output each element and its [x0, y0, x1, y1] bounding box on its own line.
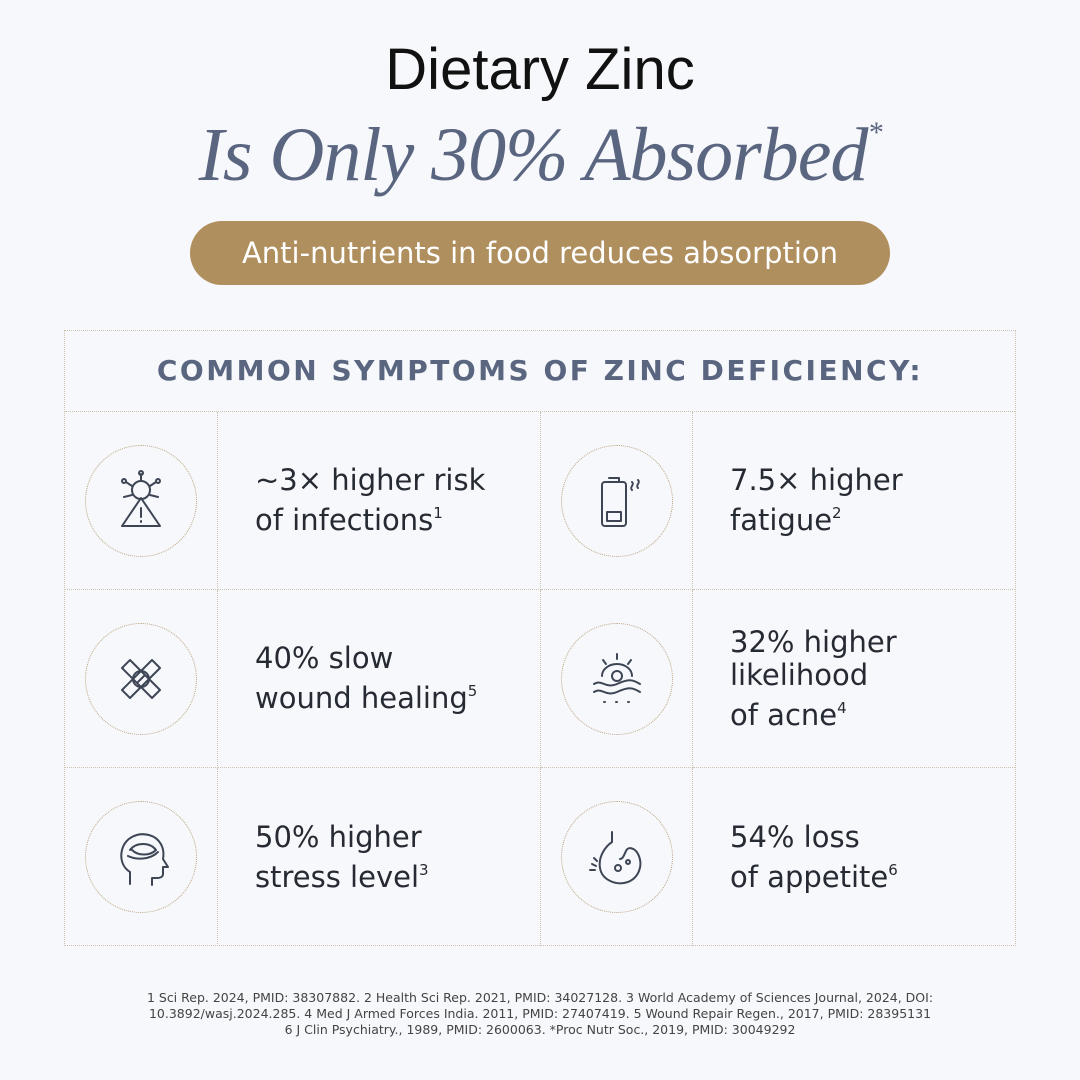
icon-ring — [560, 444, 673, 557]
symptom-text: 54% loss of appetite6 — [693, 768, 1015, 946]
icon — [120, 833, 169, 886]
icon-ring — [85, 801, 197, 913]
symptom-text: 40% slow wound healing5 — [218, 590, 541, 768]
table-heading: COMMON SYMPTOMS OF ZINC DEFICIENCY: — [65, 331, 1015, 412]
icon-cell — [541, 768, 693, 946]
symptom-line: of acne4 — [730, 697, 847, 732]
symptom-table: COMMON SYMPTOMS OF ZINC DEFICIENCY: ~3× … — [64, 330, 1016, 946]
reference: 5 — [467, 682, 478, 700]
symptom-text: ~3× higher risk of infections1 — [218, 412, 541, 590]
symptom-line: of appetite6 — [730, 859, 898, 894]
symptom-line: stress level3 — [255, 859, 429, 894]
symptom-line: fatigue2 — [730, 503, 842, 537]
symptom-line: 50% higher — [255, 819, 422, 854]
icon-cell — [541, 412, 693, 590]
icon-ring — [560, 622, 673, 735]
icon-cell — [65, 412, 218, 590]
symptom-text: 32% higher likelihood of acne4 — [693, 590, 1015, 768]
icon-ring — [85, 622, 197, 735]
icon — [600, 476, 640, 527]
title: Dietary Zinc — [385, 37, 695, 102]
reference: 6 — [888, 860, 898, 879]
subtitle-mark: * — [867, 116, 882, 149]
subtitle: Is Only 30% Absorbed* — [0, 112, 1080, 199]
badge: Anti-nutrients in food reduces absorptio… — [190, 221, 890, 285]
footnote-line: 1 Sci Rep. 2024, PMID: 38307882. 2 Healt… — [146, 990, 934, 1005]
reference: 2 — [832, 504, 842, 522]
subtitle-text: Is Only 30% Absorbed — [198, 113, 869, 197]
symptom-text: 50% higher stress level3 — [218, 768, 541, 946]
symptom-line: 40% slow — [255, 641, 394, 675]
icon-ring — [85, 444, 197, 557]
symptom-line: ~3× higher risk — [255, 463, 486, 497]
reference: 4 — [837, 698, 847, 717]
footnotes: 1 Sci Rep. 2024, PMID: 38307882. 2 Healt… — [0, 990, 1080, 1038]
icon-ring — [560, 801, 673, 913]
icon-cell — [65, 590, 218, 768]
symptom-line: likelihood — [730, 657, 869, 692]
reference: 1 — [433, 504, 443, 522]
symptom-grid: ~3× higher risk of infections1 7.5× higher… — [65, 412, 1015, 946]
reference: 3 — [419, 860, 429, 879]
symptom-line: of infections1 — [255, 503, 443, 537]
icon — [121, 658, 161, 699]
symptom-line: 7.5× higher — [730, 463, 903, 497]
symptom-text: 7.5× higher fatigue2 — [693, 412, 1015, 590]
icon — [592, 652, 641, 703]
icon-cell — [65, 768, 218, 946]
symptom-line: 32% higher — [730, 624, 897, 659]
symptom-line: 54% loss — [730, 819, 860, 854]
footnote-line: 10.3892/wasj.2024.285. 4 Med J Armed For… — [148, 1006, 932, 1021]
icon — [588, 831, 641, 885]
icon — [121, 469, 161, 527]
icon-cell — [541, 590, 693, 768]
symptom-line: wound healing5 — [255, 681, 478, 715]
footnote-line: 6 J Clin Psychiatry., 1989, PMID: 260006… — [284, 1022, 796, 1037]
